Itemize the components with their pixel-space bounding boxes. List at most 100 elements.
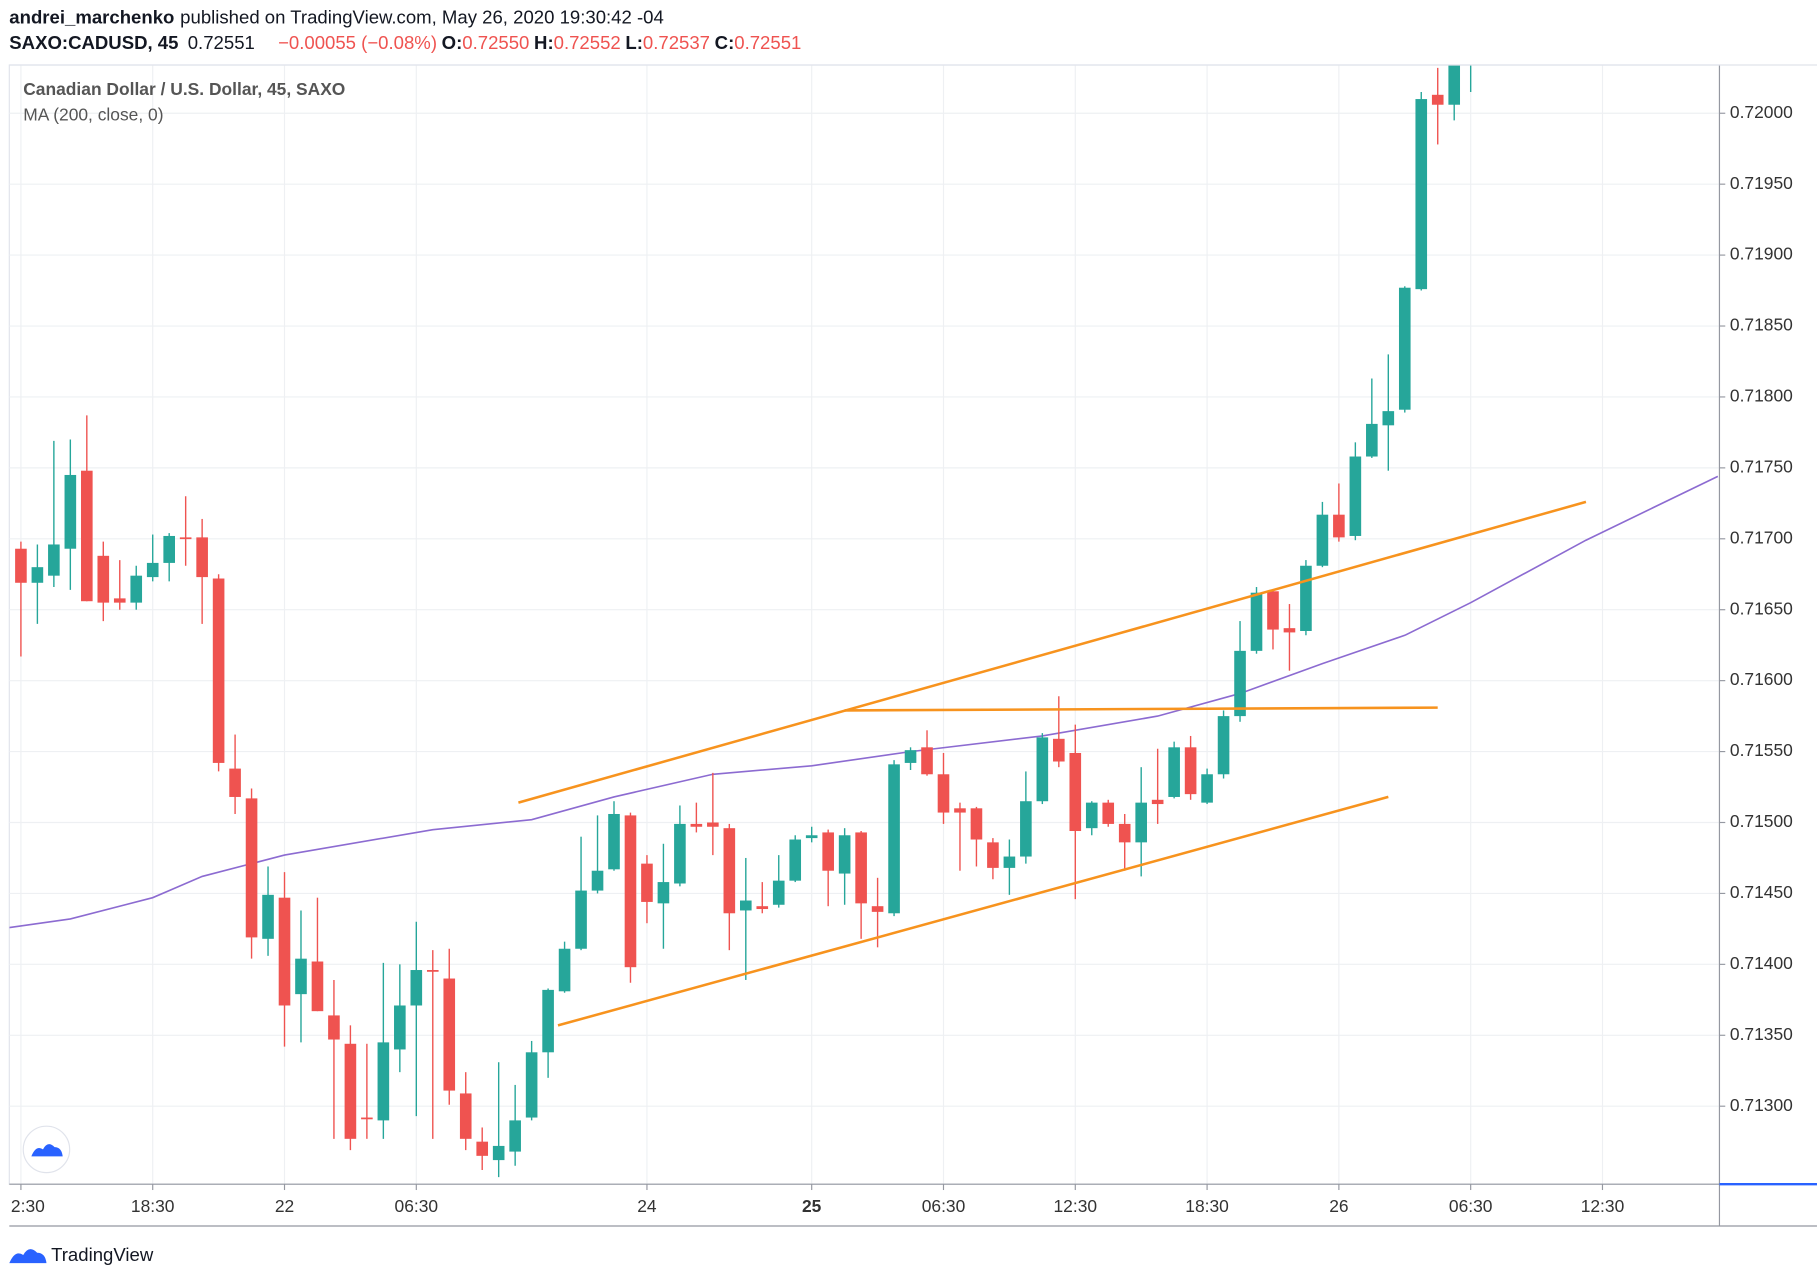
candle-body — [739, 900, 752, 911]
last-price: 0.72551 — [188, 32, 255, 53]
candle-body — [163, 535, 175, 563]
candle-body — [1382, 411, 1395, 426]
header-line: andrei_marchenko published on TradingView… — [9, 6, 664, 27]
candle-body — [1085, 802, 1098, 829]
candle-body — [113, 598, 126, 603]
grid — [9, 65, 1720, 1185]
candle-body — [1020, 801, 1032, 857]
candle-body — [888, 764, 900, 914]
candle-body — [1201, 774, 1213, 803]
candle-body — [394, 1005, 406, 1050]
candle-body — [1267, 591, 1279, 630]
candle-body — [97, 555, 110, 603]
candle-body — [1003, 856, 1016, 868]
candle-body — [179, 537, 192, 540]
candle-body — [690, 823, 703, 827]
ohlc-value: 0.72537 — [643, 32, 710, 53]
candle-body — [904, 750, 917, 763]
ohlc-value: 0.72550 — [462, 32, 529, 53]
trend-line — [518, 500, 1587, 804]
candle-body — [328, 1015, 340, 1040]
candle-body — [459, 1093, 472, 1139]
y-tick-label: 0.71700 — [1730, 527, 1793, 547]
x-tick-label: 06:30 — [1449, 1196, 1493, 1216]
candle-body — [789, 839, 802, 881]
ohlc-value: 0.72552 — [554, 32, 621, 53]
candle-body — [575, 890, 587, 949]
candle-body — [262, 894, 274, 939]
y-tick-label: 0.71850 — [1730, 315, 1793, 335]
y-tick-label: 0.71800 — [1730, 386, 1793, 406]
y-tick-label: 0.71900 — [1730, 244, 1793, 264]
footer-logo — [9, 1249, 47, 1264]
ohlc-label: L: — [625, 32, 643, 53]
trend-line — [557, 795, 1389, 1027]
candle-body — [278, 897, 291, 1006]
ohlc-label: O: — [442, 32, 463, 53]
logo-cloud — [31, 1144, 63, 1157]
candle-body — [624, 815, 637, 968]
candle-body — [525, 1052, 538, 1118]
candle-body — [146, 562, 159, 578]
ohlc-value: 0.72551 — [734, 32, 801, 53]
y-tick-label: 0.71450 — [1730, 882, 1793, 902]
candle-body — [1053, 738, 1065, 762]
footer-brand: TradingView — [51, 1244, 154, 1265]
x-tick-label: 18:30 — [131, 1196, 175, 1216]
candle-body — [426, 970, 439, 972]
candle-body — [987, 842, 999, 868]
candle-body — [1151, 799, 1164, 805]
candle-body — [558, 948, 571, 992]
x-tick-label: 24 — [637, 1196, 657, 1216]
y-tick-label: 0.71300 — [1730, 1095, 1793, 1115]
moving-average — [9, 475, 1719, 929]
candle-body — [1118, 823, 1131, 843]
y-tick-label: 0.71950 — [1730, 173, 1793, 193]
ohlc-label: H: — [534, 32, 554, 53]
axes: 0.71300 0.71350 0.71400 0.71450 0.71500 0.715… — [11, 102, 1793, 1216]
candle-body — [311, 961, 324, 1012]
candle-body — [48, 544, 60, 576]
trend-line — [844, 706, 1438, 712]
candle-body — [1398, 287, 1411, 410]
candle-body — [1300, 565, 1312, 632]
candle-body — [492, 1145, 505, 1161]
candle-body — [15, 548, 27, 583]
chart-title: Canadian Dollar / U.S. Dollar, 45, SAXO — [23, 79, 345, 99]
candle-body — [509, 1120, 521, 1152]
candle-body — [1415, 99, 1428, 290]
candle-body — [1465, 0, 1477, 28]
candle-body — [1069, 752, 1082, 832]
y-tick-label: 0.71650 — [1730, 598, 1793, 618]
candle-body — [64, 474, 77, 549]
candle-body — [476, 1141, 489, 1156]
candle-body — [130, 575, 143, 603]
candle-body — [1316, 514, 1329, 566]
candle-body — [805, 835, 818, 839]
candle-body — [410, 970, 423, 1006]
y-tick-label: 0.71750 — [1730, 456, 1793, 476]
x-tick-label: 12:30 — [1054, 1196, 1098, 1216]
candle-body — [1102, 802, 1115, 824]
candle-body — [1234, 650, 1246, 717]
x-tick-label: 18:30 — [1185, 1196, 1229, 1216]
ohlc-label: C: — [715, 32, 735, 53]
symbol: SAXO:CADUSD, 45 — [9, 32, 178, 53]
x-tick-label: 2:30 — [11, 1196, 45, 1216]
candle-body — [443, 978, 456, 1091]
x-tick-label: 06:30 — [395, 1196, 439, 1216]
x-tick-label: 25 — [802, 1196, 822, 1216]
candle-body — [954, 808, 966, 813]
y-tick-label: 0.71400 — [1730, 953, 1793, 973]
y-tick-label: 0.71350 — [1730, 1024, 1793, 1044]
candle-body — [1431, 94, 1444, 105]
plot-frame — [8, 64, 1721, 1185]
candle-body — [1283, 628, 1296, 633]
candle-body — [838, 835, 851, 874]
candle-body — [1217, 716, 1230, 775]
candle-body — [245, 798, 258, 938]
candle-body — [756, 906, 769, 910]
candle-body — [608, 813, 620, 870]
